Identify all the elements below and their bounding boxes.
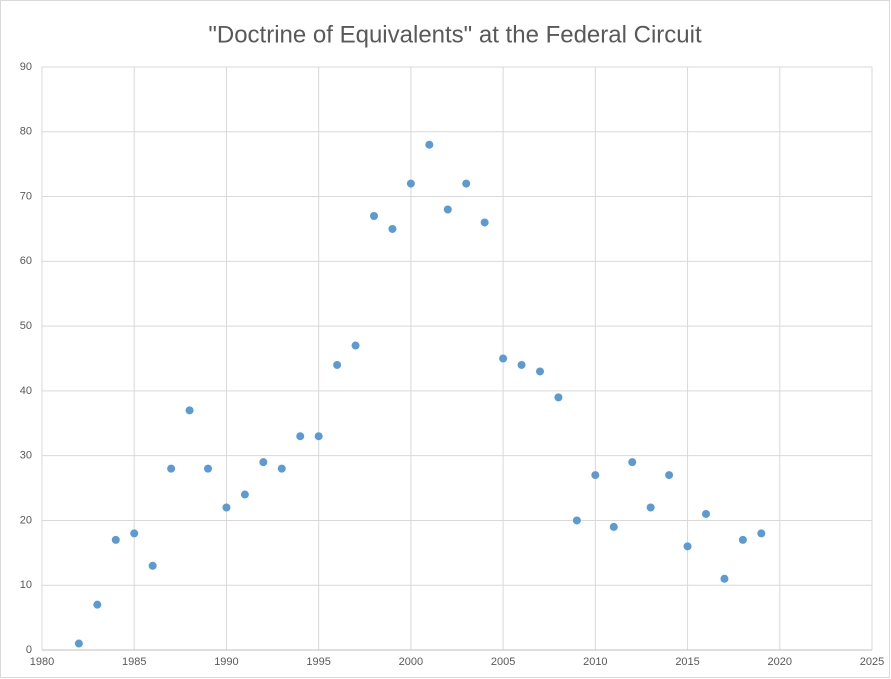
x-tick-label: 2005 — [491, 656, 515, 668]
point — [93, 600, 102, 609]
point — [351, 341, 360, 350]
point — [240, 490, 249, 499]
y-tick-label: 20 — [20, 514, 32, 526]
point — [536, 367, 544, 376]
point — [333, 360, 342, 369]
point — [702, 509, 710, 518]
point — [757, 529, 766, 538]
point — [388, 224, 397, 233]
x-tick-label: 1985 — [122, 656, 146, 668]
point — [204, 464, 212, 473]
point — [111, 535, 120, 544]
point — [185, 406, 194, 415]
point — [683, 542, 692, 551]
point — [259, 458, 268, 467]
y-tick-label: 80 — [20, 126, 32, 138]
point — [480, 218, 489, 227]
point — [406, 179, 415, 188]
point — [572, 516, 581, 525]
point — [462, 179, 471, 188]
point — [370, 211, 378, 220]
point — [130, 529, 139, 538]
point — [628, 458, 637, 467]
x-tick-label: 1980 — [30, 656, 54, 668]
point — [554, 393, 563, 402]
y-tick-label: 0 — [26, 644, 32, 656]
point — [517, 360, 526, 369]
point — [74, 639, 83, 648]
y-tick-label: 60 — [20, 255, 32, 267]
y-tick-label: 70 — [20, 190, 32, 202]
x-tick-label: 2010 — [583, 656, 607, 668]
point — [167, 464, 176, 473]
point — [148, 561, 157, 570]
point — [609, 522, 618, 531]
point — [591, 471, 600, 480]
y-tick-label: 50 — [20, 320, 32, 332]
point — [314, 432, 323, 441]
y-tick-label: 10 — [20, 579, 32, 591]
point — [646, 503, 655, 512]
x-tick-label: 2015 — [675, 656, 699, 668]
chart-title: "Doctrine of Equivalents" at the Federal… — [208, 21, 702, 48]
point — [499, 354, 508, 363]
x-tick-label: 2000 — [399, 656, 423, 668]
point — [443, 205, 452, 214]
point — [738, 535, 747, 544]
y-tick-label: 40 — [20, 385, 32, 397]
point — [665, 471, 674, 480]
point — [222, 503, 231, 512]
x-tick-label: 1995 — [306, 656, 330, 668]
point — [296, 432, 305, 441]
y-tick-label: 30 — [20, 450, 32, 462]
point — [425, 140, 434, 149]
y-tick-label: 90 — [20, 61, 32, 73]
x-tick-label: 1990 — [214, 656, 238, 668]
point — [277, 464, 286, 473]
point — [720, 574, 729, 583]
x-tick-label: 2025 — [860, 656, 884, 668]
x-tick-label: 2020 — [768, 656, 792, 668]
